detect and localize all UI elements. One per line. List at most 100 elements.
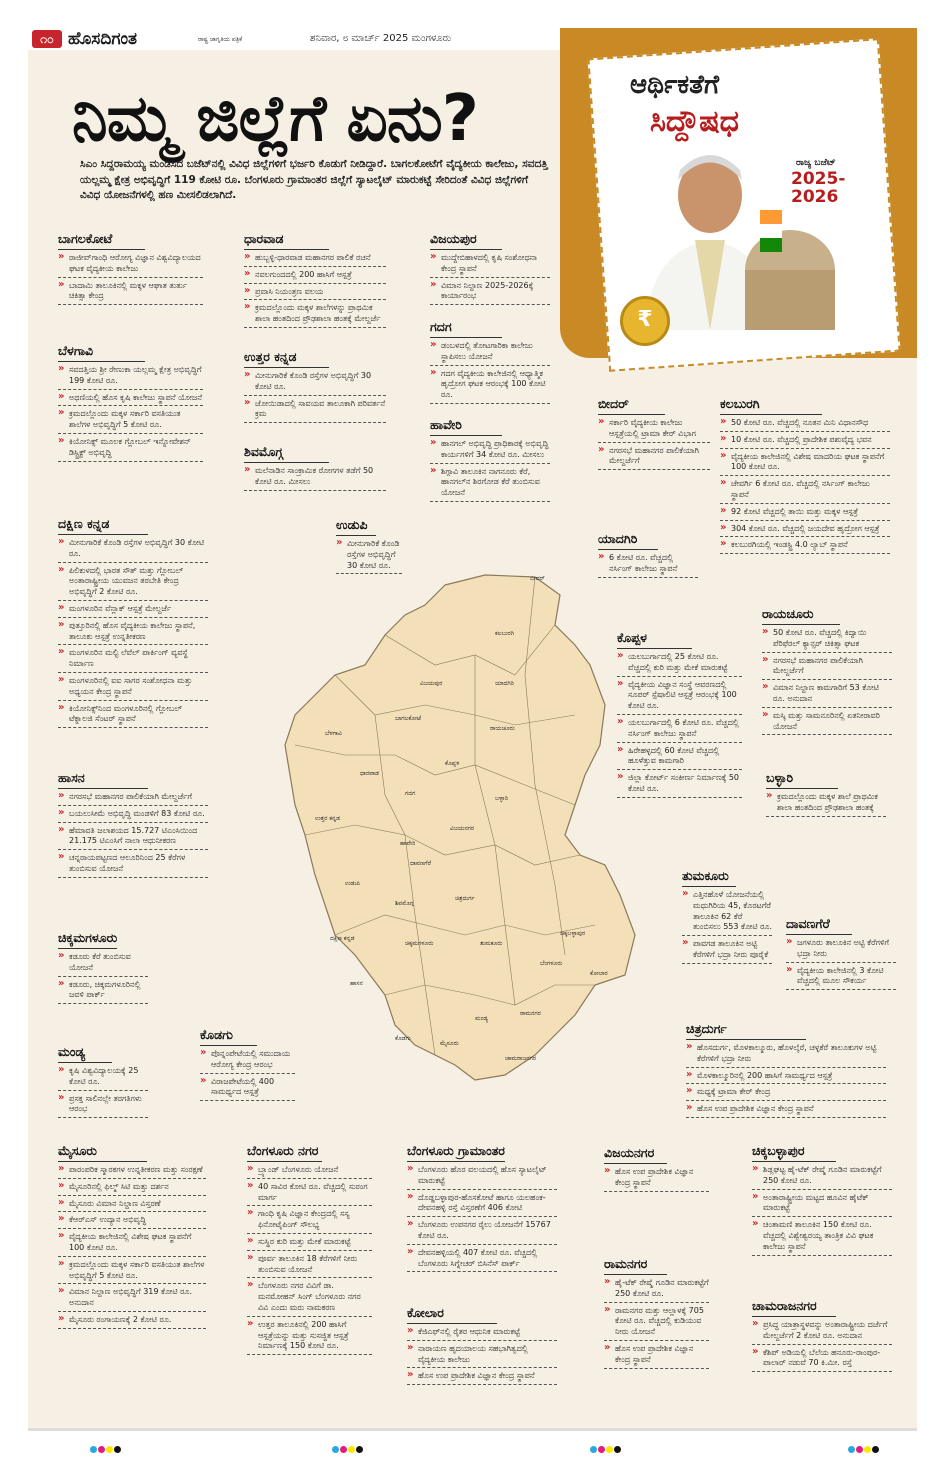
map-label: ಕೊಡಗು <box>395 1035 411 1042</box>
district-item: ವೈದ್ಯಕೀಯ ಕಾಲೇಜಿನಲ್ಲಿ ವಿಶೇಷ ಘಟಕ ಸ್ಥಾಪನೆಗೆ… <box>58 1231 206 1257</box>
district-title: ರಾಮನಗರ <box>604 1256 667 1275</box>
district-item: ಬಾದಾಮಿ ತಾಲೂಕಿನಲ್ಲಿ ಮಕ್ಕಳ ಆಘಾತ ತುರ್ತು ಚಿಕ… <box>58 280 203 306</box>
district-item: ಹಾನಗಲ್ ಅಭಿವೃದ್ಧಿ ಪ್ರಾಧಿಕಾರಕ್ಕೆ ಅಭಿವೃದ್ಧಿ… <box>430 438 550 464</box>
district-mandya: ಮಂಡ್ಯ ಕೃಷಿ ವಿಶ್ವವಿದ್ಯಾಲಯಕ್ಕೆ 25 ಕೋಟಿ ರೂ.… <box>58 1041 148 1120</box>
district-item: ಕೆಜಿಎಫ್‌ನಲ್ಲಿ ರೈತರ ಆಧುನಿಕ ಮಾರುಕಟ್ಟೆ <box>407 1326 557 1341</box>
map-label: ದಾವಣಗೆರೆ <box>410 860 432 867</box>
map-label: ಬಾಗಲಕೋಟೆ <box>395 715 422 722</box>
district-item: ಅಥಣಿಯಲ್ಲಿ ಹೊಸ ಕೃಷಿ ಕಾಲೇಜು ಸ್ಥಾಪನೆ ಯೋಜನೆ <box>58 392 203 407</box>
district-item: ಉತ್ತರ ತಾಲೂಕಿನಲ್ಲಿ 200 ಹಾಸಿಗೆ ಆಸ್ಪತ್ರೆಯನ್… <box>247 1319 372 1356</box>
district-dharwad: ಧಾರವಾಡ ಹುಬ್ಬಳ್ಳಿ-ಧಾರವಾಡ ಮಹಾನಗರ ಪಾಲಿಕೆ ರಚ… <box>244 228 386 330</box>
district-item: ಬೆಂಗಳೂರು ನಗರ ವಿವಿಗೆ ಡಾ. ಮನಮೋಹನ್ ಸಿಂಗ್ ಬೆ… <box>247 1280 372 1317</box>
district-item: ಚಿಂತಾಮಣಿ ತಾಲೂಕಿನ 150 ಕೋಟಿ ರೂ. ವೆಚ್ಚದಲ್ಲಿ… <box>752 1219 892 1256</box>
district-title: ಶಿವಮೊಗ್ಗ <box>244 444 330 463</box>
district-item: 304 ಕೋಟಿ ರೂ. ವೆಚ್ಚದಲ್ಲಿ ಜಯದೇವ ಹೃದ್ರೋಗ ಆಸ… <box>720 523 890 538</box>
district-chitradurga: ಚಿತ್ರದುರ್ಗ ಹೊಸದುರ್ಗ, ಮೊಳಕಾಲ್ಮೂರು, ಹೊಳಲ್ಕ… <box>686 1018 886 1120</box>
district-kolar: ಕೋಲಾರ ಕೆಜಿಎಫ್‌ನಲ್ಲಿ ರೈತರ ಆಧುನಿಕ ಮಾರುಕಟ್ಟ… <box>407 1302 557 1387</box>
rupee-coin-icon: ₹ <box>620 296 670 346</box>
district-item: ಪೂರ್ವ ತಾಲೂಕಿನ 18 ಕೆರೆಗಳಿಗೆ ನೀರು ತುಂಬಿಸುವ… <box>247 1253 372 1279</box>
print-registration-dots <box>90 1438 122 1453</box>
dateline: ಶನಿವಾರ, ೮ ಮಾರ್ಚ್ 2025 ಮಂಗಳೂರು <box>310 33 452 44</box>
district-vijayanagara: ವಿಜಯನಗರ ಹೊಸ ಉಪ ಪ್ರಾದೇಶಿಕ ವಿಜ್ಞಾನ ಕೇಂದ್ರ … <box>604 1142 709 1194</box>
masthead: ಹೊಸದಿಗಂತ <box>68 29 138 49</box>
district-item: ಹೊಸ ಉಪ ಪ್ರಾದೇಶಿಕ ವಿಜ್ಞಾನ ಕೇಂದ್ರ ಸ್ಥಾಪನೆ <box>604 1166 709 1192</box>
district-title: ಧಾರವಾಡ <box>244 231 330 250</box>
print-registration-dots <box>332 1438 364 1453</box>
district-item: ಮೀನುಗಾರಿಕೆ ಕೊಂಡಿ ರಸ್ತೆಗಳ ಅಭಿವೃದ್ಧಿಗೆ 30 … <box>336 538 402 575</box>
district-item: ಮೊಳಕಾಲ್ಮೂರಿನಲ್ಲಿ 200 ಹಾಸಿಗೆ ಸಾಮರ್ಥ್ಯದ ಆಸ… <box>686 1070 886 1085</box>
district-item: ಹೈ-ಟೆಕ್ ರೇಷ್ಮೆ ಗೂಡಿನ ಮಾರುಕಟ್ಟೆಗೆ 250 ಕೋಟ… <box>604 1277 709 1303</box>
district-item: ಬಯಲುಸೀಮೆ ಅಭಿವೃದ್ಧಿ ಮಂಡಳಿಗೆ 83 ಕೋಟಿ ರೂ. <box>58 808 208 823</box>
district-item: ಬೆಂಗಳೂರು ಹೊರ ವಲಯದಲ್ಲಿ ಹೊಸ ಸ್ಯಾಟಲೈಟ್ ಮಾರು… <box>407 1164 557 1190</box>
district-item: ಕಿಯೋನಿಕ್ಸ್ ಮೂಲಕ ಗ್ಲೋಬಲ್ ಇನ್ನೋವೇಶನ್ ಡಿಸ್ಟ… <box>58 436 203 462</box>
map-label: ಚಿಕ್ಕಬಳ್ಳಾಪುರ <box>560 930 585 937</box>
district-item: ಬ್ರ್ಯಾಂಡ್ ಬೆಂಗಳೂರು ಯೋಜನೆ <box>247 1164 372 1179</box>
district-koppal: ಕೊಪ್ಪಳ ಯಲಬುರ್ಗಾದಲ್ಲಿ 25 ಕೋಟಿ ರೂ. ವೆಚ್ಚದಲ… <box>617 627 742 800</box>
district-item: 50 ಕೋಟಿ ರೂ. ವೆಚ್ಚದಲ್ಲಿ ನೂತನ ಮಿನಿ ವಿಧಾನಸೌ… <box>720 417 890 432</box>
district-item: ಪ್ರಸಿದ್ಧ ಯಾತ್ರಾಸ್ಥಳವನ್ನು ಅಂತಾರಾಷ್ಟ್ರೀಯ ದ… <box>752 1319 892 1345</box>
map-label: ಹಾಸನ <box>350 980 363 987</box>
map-label: ರಾಮನಗರ <box>520 1010 541 1017</box>
district-raichur: ರಾಯಚೂರು 50 ಕೋಟಿ ರೂ. ವೆಚ್ಚದಲ್ಲಿ ಕಿದ್ವಾಯಿ … <box>762 603 892 737</box>
karnataka-map: ಬೀದರ್ ಕಲಬುರಗಿ ವಿಜಯಪುರ ಬಾಗಲಕೋಟೆ ಬೆಳಗಾವಿ ಯ… <box>284 574 636 1081</box>
district-item: ಕಡೂರು, ಚಿಕ್ಕಮಗಳೂರಿನಲ್ಲಿ ಜವಳಿ ಪಾರ್ಕ್ <box>58 979 148 1005</box>
map-label: ದಕ್ಷಿಣ ಕನ್ನಡ <box>330 935 355 942</box>
map-label: ಕೊಪ್ಪಳ <box>445 760 459 767</box>
district-bengaluru-urban: ಬೆಂಗಳೂರು ನಗರ ಬ್ರ್ಯಾಂಡ್ ಬೆಂಗಳೂರು ಯೋಜನೆ 40… <box>247 1140 372 1357</box>
district-title: ಗದಗ <box>430 319 502 338</box>
map-label: ಬೆಂಗಳೂರು <box>540 960 563 967</box>
district-item: ಶಿಡ್ಲಘಟ್ಟ ಹೈ-ಟೆಕ್ ರೇಷ್ಮೆ ಗೂಡಿನ ಮಾರುಕಟ್ಟೆ… <box>752 1164 892 1190</box>
map-label: ಶಿವಮೊಗ್ಗ <box>395 900 414 907</box>
district-item: 10 ಕೋಟಿ ರೂ. ವೆಚ್ಚದಲ್ಲಿ ಪ್ರಾದೇಶಿಕ ಪಶುವೈದ್… <box>720 434 890 449</box>
district-title: ಉತ್ತರ ಕನ್ನಡ <box>244 349 330 368</box>
district-title: ಚಿಕ್ಕಬಳ್ಳಾಪುರ <box>752 1143 836 1162</box>
map-labels: ಬೀದರ್ ಕಲಬುರಗಿ ವಿಜಯಪುರ ಬಾಗಲಕೋಟೆ ಬೆಳಗಾವಿ ಯ… <box>315 575 608 1062</box>
district-item: ಹುಬ್ಬಳ್ಳಿ-ಧಾರವಾಡ ಮಹಾನಗರ ಪಾಲಿಕೆ ರಚನೆ <box>244 252 386 267</box>
district-yadgir: ಯಾದಗಿರಿ 6 ಕೋಟಿ ರೂ. ವೆಚ್ಚದಲ್ಲಿ ನರ್ಸಿಂಗ್ ಕ… <box>598 528 698 580</box>
district-title: ಕೊಡಗು <box>200 1027 257 1046</box>
district-title: ಯಾದಗಿರಿ <box>598 531 658 550</box>
district-item: ದೇವನಹಳ್ಳಿಯಲ್ಲಿ 407 ಕೋಟಿ ರೂ. ವೆಚ್ಚದಲ್ಲಿ ಬ… <box>407 1247 557 1273</box>
map-label: ಕಲಬುರಗಿ <box>495 630 515 637</box>
district-item: ಕಲಬುರಗಿಯಲ್ಲಿ ಇಂಡಸ್ಟ್ರಿ 4.0 ಲ್ಯಾಬ್ ಸ್ಥಾಪನ… <box>720 539 890 555</box>
district-item: ಮೈಸೂರಿನಲ್ಲಿ ಫಿಲ್ಮ್ ಸಿಟಿ ಮತ್ತು ದರ್ಶನ <box>58 1181 206 1196</box>
district-item: ಹೊಸ ಉಪ ಪ್ರಾದೇಶಿಕ ವಿಜ್ಞಾನ ಕೇಂದ್ರ ಸ್ಥಾಪನೆ <box>604 1343 709 1369</box>
district-item: ರಾಮನಗರ ಮತ್ತು ಆಲ್ಲಾಳಕ್ಕೆ 705 ಕೋಟಿ ರೂ. ವೆಚ… <box>604 1305 709 1341</box>
district-item: 40 ಸಾವಿರ ಕೋಟಿ ರೂ. ವೆಚ್ಚದಲ್ಲಿ ಸುರಂಗ ಮಾರ್ಗ <box>247 1181 372 1207</box>
promo-title-2: ಸಿದ್ದೌಷಧ <box>650 104 739 139</box>
district-item: ಕ್ರಮದಲ್ಲೊಂದು ಮಕ್ಕಳ ಶಾಲೆ ಪ್ರಾಥಮಿಕ ಶಾಲಾ ಹಂ… <box>766 791 886 817</box>
district-item: ಕ್ರಮದಲ್ಲೊಂದು ಮಕ್ಕಳ ಸರ್ಕಾರಿ ವಸತಿಯುತ ಶಾಲೆಗ… <box>58 1259 206 1285</box>
district-item: ಜೇವರ್ಗಿ 6 ಕೋಟಿ ರೂ. ವೆಚ್ಚದಲ್ಲಿ ನರ್ಸಿಂಗ್ ಕ… <box>720 478 890 504</box>
district-title: ಮಂಡ್ಯ <box>58 1044 112 1063</box>
district-item: ವೈದ್ಯಕೀಯ ಕಾಲೇಜಿನಲ್ಲಿ 3 ಕೋಟಿ ವೆಚ್ಚದಲ್ಲಿ ಮ… <box>786 965 896 991</box>
map-label: ವಿಜಯಪುರ <box>420 680 442 687</box>
district-uttara-kannada: ಉತ್ತರ ಕನ್ನಡ ಮೀನುಗಾರಿಕೆ ಕೊಂಡಿ ರಸ್ತೆಗಳ ಅಭಿ… <box>244 346 386 425</box>
district-title: ಬಳ್ಳಾರಿ <box>766 770 838 789</box>
district-item: ಪ್ರವಾಸಿ ನಿಯಂತ್ರಣ ವಲಯ <box>244 286 386 301</box>
district-item: ಬೆಂಗಳೂರು ಉಪನಗರ ರೈಲು ಯೋಜನೆಗೆ 15767 ಕೋಟಿ ರ… <box>407 1219 557 1245</box>
map-label: ಬೀದರ್ <box>530 575 545 582</box>
map-label: ಕೋಲಾರ <box>590 970 608 977</box>
district-title: ಕೊಪ್ಪಳ <box>617 630 692 649</box>
map-label: ಗದಗ <box>405 790 415 797</box>
page-footer <box>28 1428 917 1431</box>
district-title: ಹಾವೇರಿ <box>430 417 502 436</box>
district-item: ನವಲಗುಂದದಲ್ಲಿ 200 ಹಾಸಿಗೆ ಆಸ್ಪತ್ರೆ <box>244 269 386 284</box>
district-item: ಕೆಶಿಪ್ ಅಡಿಯಲ್ಲಿ ಬೆಲೆಯ ಹನೂರು-ರಾಂಪುರ-ಪಾಲಾರ… <box>752 1347 892 1373</box>
district-title: ಬೆಂಗಳೂರು ಗ್ರಾಮಾಂತರ <box>407 1143 505 1162</box>
district-item: ಮೈಸೂರು ರಂಗಾಯಣಕ್ಕೆ 2 ಕೋಟಿ ರೂ. <box>58 1314 206 1329</box>
district-item: ಹೆಮಾವತಿ ಜಲಾಶಯದ 15.727 ಟಿಎಂಸಿಯಿಂದ 21.175 … <box>58 825 208 851</box>
budget-years: 2025-2026 <box>791 169 846 207</box>
district-item: ವಿಮಾನ ನಿಲ್ದಾಣ ಕಾಮಗಾರಿಗೆ 53 ಕೋಟಿ ರೂ. ಅನುದ… <box>762 682 892 708</box>
district-item: ಹೊಸ ಉಪ ಪ್ರಾದೇಶಿಕ ವಿಜ್ಞಾನ ಕೇಂದ್ರ ಸ್ಥಾಪನೆ <box>686 1103 886 1118</box>
district-item: ಯಲಬುರ್ಗಾದಲ್ಲಿ 6 ಕೋಟಿ ರೂ. ವೆಚ್ಚದಲ್ಲಿ ನರ್ಸ… <box>617 717 742 743</box>
district-item: ಕ್ರಮದಲ್ಲೊಂದು ಮಕ್ಕಳ ಶಾಲೆಗಳನ್ನು ಪ್ರಾಥಮಿಕ ಶ… <box>244 302 386 328</box>
district-chikkaballapura: ಚಿಕ್ಕಬಳ್ಳಾಪುರ ಶಿಡ್ಲಘಟ್ಟ ಹೈ-ಟೆಕ್ ರೇಷ್ಮೆ ಗ… <box>752 1140 892 1258</box>
map-label: ಚಿತ್ರದುರ್ಗ <box>455 895 475 902</box>
map-label: ಚಿಕ್ಕಮಗಳೂರು <box>405 940 434 947</box>
headline: ನಿಮ್ಮ ಜಿಲ್ಲೆಗೆ ಏನು? <box>72 82 479 156</box>
district-item: ವಿಮಾನ ನಿಲ್ದಾಣ 2025-2026ಕ್ಕೆ ಕಾರ್ಯಾರಂಭ <box>430 280 550 306</box>
print-registration-dots <box>848 1438 880 1453</box>
district-title: ವಿಜಯನಗರ <box>604 1145 667 1164</box>
district-title: ಬೀದರ್ <box>598 396 666 415</box>
